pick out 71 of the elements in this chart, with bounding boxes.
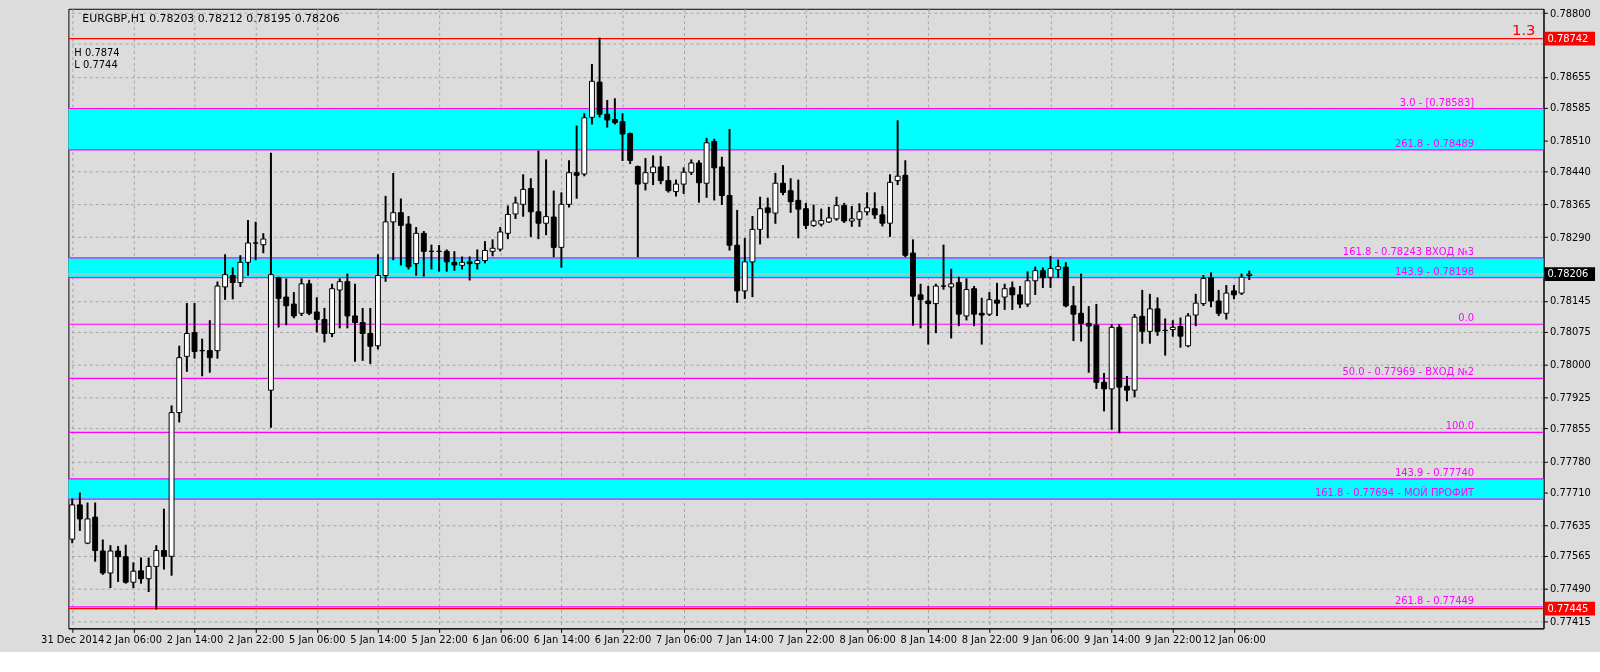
candlestick: [948, 268, 955, 339]
annotation: 50.0 - 0.77969 - ВХОД №2: [1342, 366, 1475, 378]
candlestick: [138, 557, 144, 584]
annotation: 0.0: [1458, 312, 1475, 324]
y-tick-label: 0.77490: [1549, 583, 1591, 595]
x-tick-label: 9 Jan 22:00: [1145, 633, 1202, 645]
y-tick-label: 0.77710: [1549, 486, 1591, 498]
candlestick: [780, 165, 786, 196]
x-tick-label: 5 Jan 22:00: [411, 633, 468, 645]
candlestick: [994, 282, 1000, 317]
x-tick-label: 8 Jan 14:00: [900, 633, 957, 645]
y-tick-label: 0.77780: [1549, 455, 1591, 467]
x-tick-label: 2 Jan 14:00: [166, 633, 224, 645]
chart-title: EURGBP,H1 0.78203 0.78212 0.78195 0.78206: [82, 11, 340, 25]
y-tick-label: 0.77925: [1549, 392, 1591, 404]
candlestick: [1101, 372, 1107, 412]
ref-line-label: 0.78206: [1547, 268, 1589, 280]
y-tick-label: 0.78655: [1549, 71, 1591, 83]
candlestick: [245, 220, 251, 276]
candlestick: [1246, 270, 1253, 281]
ref-line-label: 0.77445: [1547, 602, 1589, 614]
x-tick-label: 9 Jan 06:00: [1022, 633, 1080, 645]
annotation: 143.9 - 0.78198: [1394, 265, 1475, 277]
y-tick-label: 0.78075: [1549, 326, 1591, 338]
x-tick-label: 31 Dec 2014: [41, 633, 105, 645]
x-tick-label: 8 Jan 22:00: [961, 633, 1019, 645]
ref-line-label: 0.78742: [1547, 32, 1589, 44]
y-tick-label: 0.77565: [1549, 550, 1591, 562]
annotation: H 0.7874: [74, 47, 120, 59]
annotation: 1.3: [1511, 20, 1536, 39]
candlestick: [420, 231, 427, 277]
x-tick-label: 7 Jan 22:00: [778, 633, 835, 645]
x-tick-label: 6 Jan 06:00: [472, 633, 529, 645]
y-tick-label: 0.77415: [1549, 616, 1591, 628]
x-tick-label: 8 Jan 06:00: [839, 633, 896, 645]
annotation: 100.0: [1445, 420, 1475, 432]
annotation: 261.8 - 0.78489: [1394, 137, 1475, 149]
y-tick-label: 0.78800: [1549, 7, 1591, 19]
annotation: L 0.7744: [74, 59, 118, 71]
x-tick-label: 5 Jan 14:00: [350, 633, 407, 645]
x-tick-label: 2 Jan 22:00: [227, 633, 285, 645]
y-tick-label: 0.78000: [1549, 359, 1591, 371]
annotation: 161.8 - 0.77694 - МОЙ ПРОФИТ: [1314, 486, 1476, 499]
y-tick-label: 0.78145: [1549, 295, 1591, 307]
y-tick-label: 0.78290: [1549, 231, 1591, 243]
candlestick: [260, 233, 267, 254]
y-tick-label: 0.78585: [1549, 102, 1591, 114]
candlestick: [1238, 273, 1245, 295]
candlestick: [932, 283, 939, 334]
x-tick-label: 2 Jan 06:00: [105, 633, 163, 645]
y-tick-label: 0.77855: [1549, 422, 1591, 434]
candlestick: [1208, 272, 1214, 308]
x-tick-label: 12 Jan 06:00: [1203, 633, 1266, 645]
y-tick-label: 0.78510: [1549, 135, 1591, 147]
x-tick-label: 9 Jan 14:00: [1083, 633, 1141, 645]
annotation: 261.8 - 0.77449: [1394, 594, 1475, 606]
x-tick-label: 6 Jan 22:00: [594, 633, 652, 645]
y-tick-label: 0.77635: [1549, 519, 1591, 531]
y-tick-label: 0.78365: [1549, 198, 1591, 210]
annotation: 3.0 - [0.78583]: [1399, 96, 1475, 108]
candlestick: [252, 221, 259, 261]
annotation: 161.8 - 0.78243 ВХОД №3: [1342, 245, 1475, 257]
candlestick: [352, 283, 358, 362]
candlestick: [925, 285, 932, 345]
x-tick-label: 7 Jan 06:00: [655, 633, 713, 645]
x-tick-label: 7 Jan 14:00: [717, 633, 774, 645]
x-tick-label: 6 Jan 14:00: [533, 633, 591, 645]
candlestick: [940, 244, 947, 290]
y-tick-label: 0.78440: [1549, 165, 1591, 177]
x-tick-label: 5 Jan 06:00: [289, 633, 346, 645]
annotation: 143.9 - 0.77740: [1394, 466, 1475, 478]
